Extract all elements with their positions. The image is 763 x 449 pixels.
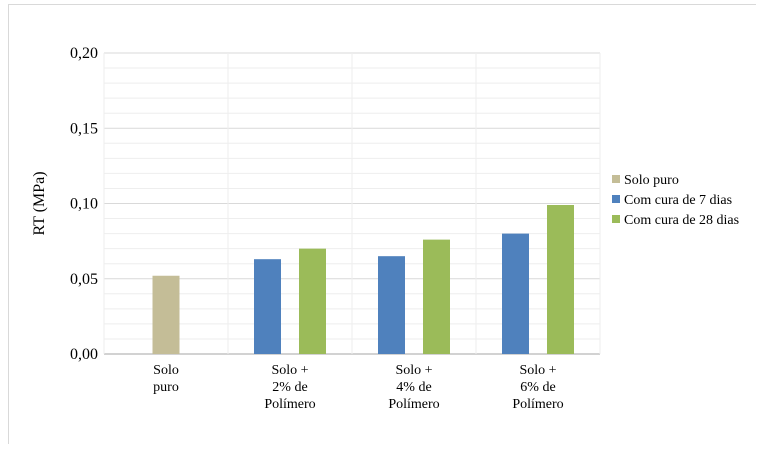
bar (423, 239, 450, 354)
x-category-label: Solo +6% de Polímero (512, 363, 563, 412)
bar (254, 259, 281, 354)
chart-frame (8, 4, 756, 444)
legend-swatch (612, 195, 620, 203)
x-category-label: Solo +2% de Polímero (264, 363, 315, 412)
y-tick-label: 0,05 (70, 271, 98, 288)
grid-lines (103, 52, 601, 355)
y-tick-label: 0,20 (70, 45, 98, 62)
x-category-label: Solo puro (153, 363, 179, 395)
bar (152, 275, 180, 354)
x-category-labels: Solo puro Solo +2% de Polímero Solo +4% de Po… (153, 363, 564, 412)
y-axis-label: RT (MPa) (31, 171, 48, 235)
legend-label: Com cura de 7 dias (624, 193, 732, 208)
x-category-label: Solo +4% de Polímero (388, 363, 439, 412)
bars (152, 205, 574, 354)
legend-label: Com cura de 28 dias (624, 213, 739, 228)
y-tick-label: 0,10 (70, 196, 98, 213)
y-tick-labels: 0,00 0,05 0,10 0,15 0,20 (70, 45, 98, 363)
bar (378, 256, 405, 354)
legend-swatch (612, 175, 620, 183)
legend: Solo puro Com cura de 7 dias Com cura de 2… (612, 173, 739, 228)
y-tick-label: 0,15 (70, 120, 98, 137)
y-tick-label: 0,00 (70, 346, 98, 363)
bar (547, 205, 574, 354)
bar (502, 233, 529, 354)
bar (299, 248, 326, 354)
legend-label: Solo puro (624, 173, 679, 188)
legend-swatch (612, 215, 620, 223)
